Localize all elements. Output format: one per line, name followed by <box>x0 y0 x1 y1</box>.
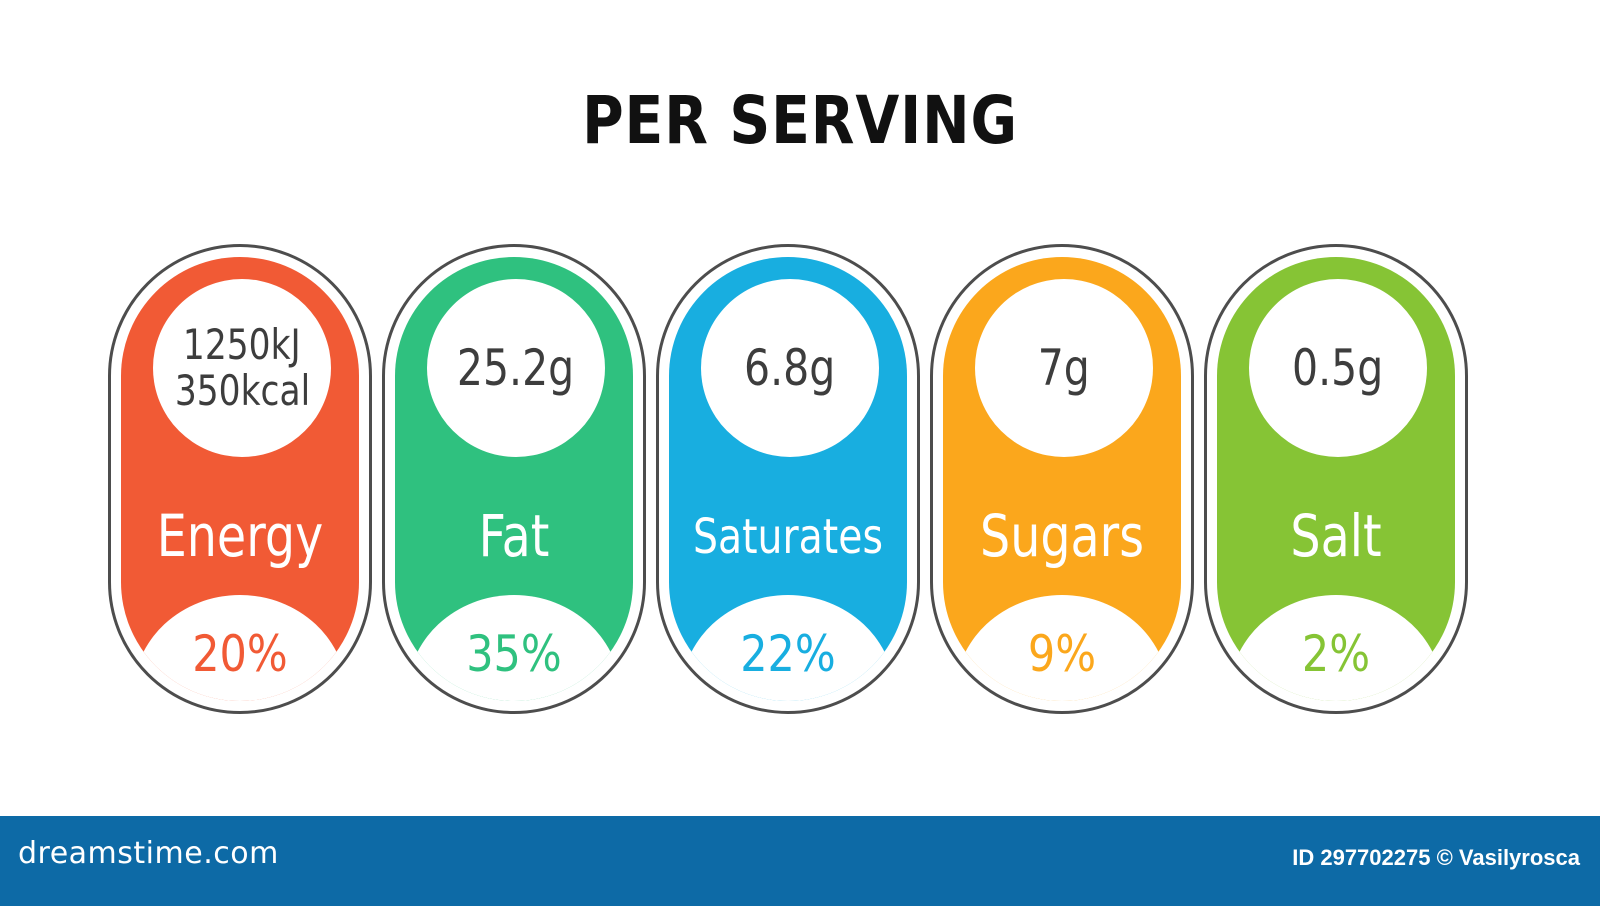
label-energy: 1250kJ 350kcal Energy 20% <box>108 244 372 714</box>
brand-logo: dreamstime.com <box>18 836 279 871</box>
amount-value: 0.5g <box>1292 339 1384 397</box>
amount-value: 25.2g <box>457 339 575 397</box>
percent-value: 20% <box>192 625 288 683</box>
nutrition-labels: 1250kJ 350kcal Energy 20% 25.2g Fat 35% … <box>108 244 1468 714</box>
footer-bar: dreamstime.com ID 297702275 © Vasilyrosc… <box>0 816 1600 906</box>
label-salt: 0.5g Salt 2% <box>1204 244 1468 714</box>
percent-value: 2% <box>1301 625 1371 683</box>
nutrient-name: Sugars <box>980 502 1144 570</box>
image-credit: ID 297702275 © Vasilyrosca <box>1292 845 1580 870</box>
label-band: 1250kJ 350kcal Energy 20% <box>121 257 359 701</box>
amount-kj: 1250kJ <box>183 319 301 369</box>
percent-value: 22% <box>740 625 836 683</box>
amount-circle: 25.2g <box>427 279 605 457</box>
label-band: 25.2g Fat 35% <box>395 257 633 701</box>
percent-value: 35% <box>466 625 562 683</box>
nutrient-name: Fat <box>478 502 550 570</box>
amount-circle: 0.5g <box>1249 279 1427 457</box>
nutrient-name: Salt <box>1290 502 1382 570</box>
nutrient-name: Energy <box>156 502 324 570</box>
amount-circle: 7g <box>975 279 1153 457</box>
nutrient-name: Saturates <box>693 509 883 565</box>
label-band: 7g Sugars 9% <box>943 257 1181 701</box>
label-band: 0.5g Salt 2% <box>1217 257 1455 701</box>
label-sugars: 7g Sugars 9% <box>930 244 1194 714</box>
amount-circle: 6.8g <box>701 279 879 457</box>
label-band: 6.8g Saturates 22% <box>669 257 907 701</box>
amount-circle: 1250kJ 350kcal <box>153 279 331 457</box>
amount-kcal: 350kcal <box>174 366 310 415</box>
label-saturates: 6.8g Saturates 22% <box>656 244 920 714</box>
label-fat: 25.2g Fat 35% <box>382 244 646 714</box>
page-title: PER SERVING <box>582 82 1018 159</box>
amount-value: 6.8g <box>744 339 836 397</box>
percent-value: 9% <box>1027 625 1097 683</box>
amount-value: 7g <box>1037 339 1091 397</box>
